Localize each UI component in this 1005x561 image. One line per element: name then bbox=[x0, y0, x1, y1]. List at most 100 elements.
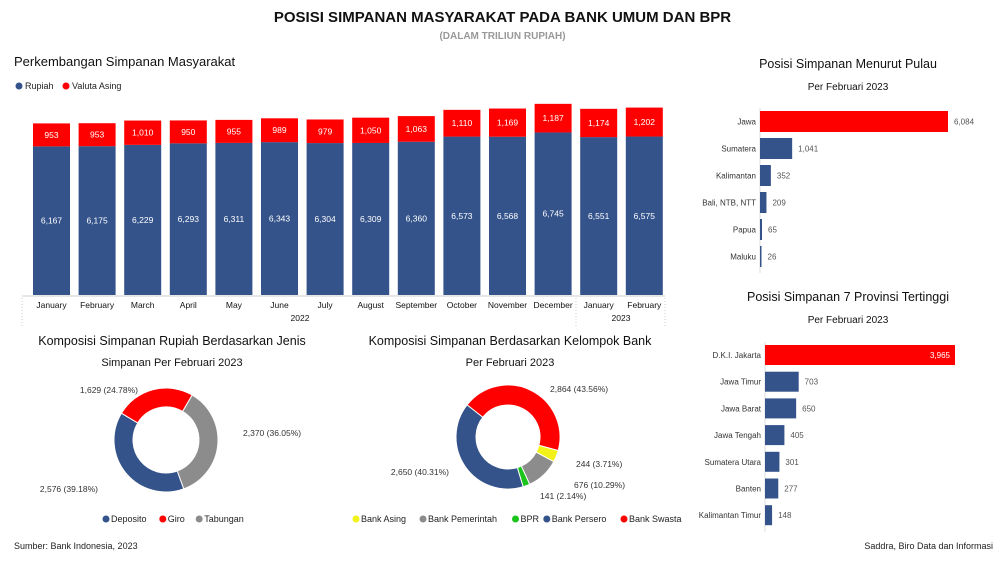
hbar-category-label: Jawa Barat bbox=[721, 404, 762, 413]
bar-rupiah-label: 6,304 bbox=[314, 214, 336, 224]
bar-rupiah-label: 6,175 bbox=[86, 216, 108, 226]
bar-rupiah bbox=[261, 142, 298, 295]
bar-valas bbox=[124, 120, 162, 145]
bar-rupiah bbox=[306, 143, 344, 295]
donut-data-label: 141 (2.14%) bbox=[540, 491, 586, 501]
donut-data-label: 676 (10.29%) bbox=[574, 480, 625, 490]
donut-data-label: 2,650 (40.31%) bbox=[391, 467, 449, 477]
legend-marker bbox=[512, 515, 519, 523]
bar-valas bbox=[169, 120, 207, 144]
hbar-value-label: 6,084 bbox=[954, 118, 975, 127]
hbar-jawa-tengah bbox=[765, 425, 785, 446]
legend-label: Bank Swasta bbox=[629, 514, 682, 524]
donut-data-label: 1,629 (24.78%) bbox=[80, 385, 138, 395]
bar-valas bbox=[306, 119, 344, 144]
legend-rupiah: Rupiah bbox=[25, 81, 54, 91]
hbar-value-label: 703 bbox=[805, 378, 819, 387]
credit-note: Saddra, Biro Data dan Informasi bbox=[864, 541, 993, 551]
bar-valas bbox=[352, 117, 390, 143]
bar-rupiah bbox=[580, 137, 618, 295]
bar-valas-label: 1,202 bbox=[634, 117, 656, 127]
donut2-subtitle: Per Februari 2023 bbox=[466, 357, 555, 369]
donut-slice-deposito bbox=[113, 412, 185, 493]
x-tick-label: May bbox=[226, 300, 243, 310]
bar-valas bbox=[443, 109, 481, 137]
hbar-kalimantan-timur bbox=[765, 505, 773, 526]
x-tick-label: June bbox=[270, 300, 289, 310]
bar-rupiah bbox=[352, 142, 390, 295]
hbar-value-label: 209 bbox=[772, 199, 786, 208]
bar-valas bbox=[489, 108, 526, 137]
year-label-2022: 2022 bbox=[291, 313, 310, 323]
bar-rupiah-label: 6,311 bbox=[224, 214, 245, 224]
hbar-banten bbox=[765, 478, 779, 499]
bar-rupiah bbox=[33, 146, 70, 295]
hbar-value-label: 277 bbox=[784, 485, 798, 494]
legend-label: Giro bbox=[168, 514, 185, 524]
bar-rupiah bbox=[215, 142, 253, 295]
legend-marker bbox=[543, 515, 551, 523]
hbar-d-k-i-jakarta bbox=[765, 345, 955, 365]
legend-label: Deposito bbox=[111, 514, 147, 524]
bar-valas bbox=[215, 119, 253, 143]
bar-rupiah-label: 6,551 bbox=[588, 211, 610, 221]
x-tick-label: July bbox=[318, 300, 334, 310]
hbar-category-label: Sumatera bbox=[721, 145, 756, 154]
donut-data-label: 2,864 (43.56%) bbox=[550, 384, 608, 394]
bar-rupiah bbox=[169, 143, 207, 295]
legend-marker bbox=[620, 515, 628, 523]
x-tick-label: September bbox=[396, 300, 438, 310]
bar-rupiah-label: 6,293 bbox=[178, 214, 200, 224]
bar-valas bbox=[261, 118, 298, 143]
bar-valas-label: 1,063 bbox=[406, 124, 428, 134]
hbar-sumatera-utara bbox=[765, 451, 780, 472]
donut1-subtitle: Simpanan Per Februari 2023 bbox=[101, 357, 242, 369]
bar-rupiah bbox=[534, 132, 572, 295]
hbar-value-label: 301 bbox=[785, 458, 799, 467]
donut-data-label: 244 (3.71%) bbox=[576, 459, 622, 469]
hbar-category-label: Kalimantan bbox=[716, 172, 756, 181]
bar-valas-label: 955 bbox=[227, 126, 241, 136]
bar-rupiah-label: 6,167 bbox=[41, 216, 63, 226]
legend-marker bbox=[102, 515, 110, 523]
bar-valas-label: 1,169 bbox=[497, 118, 519, 128]
bar-valas-label: 979 bbox=[318, 126, 332, 136]
bar-valas bbox=[625, 107, 663, 137]
bar-rupiah-label: 6,309 bbox=[360, 214, 382, 224]
x-tick-label: February bbox=[627, 300, 662, 310]
hbar-value-label: 148 bbox=[778, 511, 792, 520]
hbar-title: Posisi Simpanan 7 Provinsi Tertinggi bbox=[747, 290, 949, 304]
hbar-category-label: D.K.I. Jakarta bbox=[713, 351, 762, 360]
bar-rupiah-label: 6,343 bbox=[269, 214, 291, 224]
legend-marker bbox=[419, 515, 427, 523]
bar-chart-title: Perkembangan Simpanan Masyarakat bbox=[14, 54, 236, 69]
bar-rupiah-label: 6,360 bbox=[406, 213, 428, 223]
bar-rupiah-label: 6,573 bbox=[451, 211, 473, 221]
x-tick-label: January bbox=[36, 300, 67, 310]
hbar-category-label: Maluku bbox=[730, 253, 756, 262]
donut-slice-tabungan bbox=[176, 394, 219, 490]
bar-valas-label: 953 bbox=[90, 130, 104, 140]
hbar-value-label: 352 bbox=[777, 172, 791, 181]
legend-marker bbox=[159, 515, 167, 523]
hbar-category-label: Bali, NTB, NTT bbox=[702, 199, 756, 208]
bar-rupiah-label: 6,229 bbox=[132, 215, 154, 225]
hbar-value-label: 405 bbox=[790, 431, 804, 440]
page-title: POSISI SIMPANAN MASYARAKAT PADA BANK UMU… bbox=[273, 9, 732, 26]
legend-marker bbox=[195, 515, 203, 523]
donut1-title: Komposisi Simpanan Rupiah Berdasarkan Je… bbox=[38, 334, 306, 348]
donut2-title: Komposisi Simpanan Berdasarkan Kelompok … bbox=[369, 334, 653, 348]
hbar-category-label: Jawa Tengah bbox=[714, 431, 761, 440]
bar-valas-label: 1,010 bbox=[132, 128, 154, 138]
year-label-2023: 2023 bbox=[612, 313, 631, 323]
bar-valas bbox=[78, 123, 116, 147]
donut-slice-bank-persero bbox=[455, 404, 524, 490]
bar-valas bbox=[397, 116, 435, 142]
hbar-kalimantan bbox=[760, 165, 771, 186]
bar-rupiah bbox=[124, 144, 162, 295]
donut-data-label: 2,576 (39.18%) bbox=[40, 484, 98, 494]
hbar-category-label: Jawa Timur bbox=[720, 378, 761, 387]
hbar-jawa-timur bbox=[765, 371, 799, 392]
x-tick-label: December bbox=[533, 300, 572, 310]
